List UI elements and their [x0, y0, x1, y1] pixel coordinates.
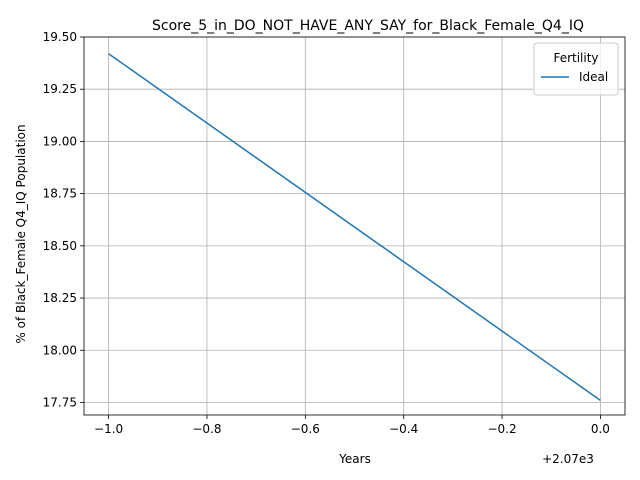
- y-tick-label: 19.25: [43, 82, 77, 96]
- series-line-ideal: [108, 53, 601, 401]
- legend-box: [533, 42, 619, 96]
- y-tick-label: 19.00: [43, 134, 77, 148]
- y-tick-label: 19.50: [43, 30, 77, 44]
- x-axis-offset-label: +2.07e3: [542, 452, 594, 466]
- y-tick-label: 18.50: [43, 239, 77, 253]
- x-tick-label: 0.0: [591, 422, 610, 436]
- y-tick-label: 18.25: [43, 291, 77, 305]
- chart-title: Score_5_in_DO_NOT_HAVE_ANY_SAY_for_Black…: [152, 18, 584, 34]
- x-tick-label: −0.8: [192, 422, 221, 436]
- y-tick-label: 18.00: [43, 343, 77, 357]
- y-tick-label: 17.75: [43, 395, 77, 409]
- plot-area-frame: [83, 36, 626, 416]
- x-axis-label: Years: [338, 452, 371, 466]
- y-axis-label: % of Black_Female Q4_IQ Population: [14, 124, 28, 343]
- series-lines: [108, 53, 601, 401]
- axis-ticks: −1.0 −0.8 −0.6 −0.4 −0.2 0.0 17.75 18.00 18.25 18…: [43, 30, 610, 436]
- x-tick-label: −0.2: [487, 422, 516, 436]
- y-tick-label: 18.75: [43, 187, 77, 201]
- legend-title: Fertility: [553, 51, 598, 65]
- legend: Fertility Ideal: [533, 42, 619, 96]
- x-tick-label: −0.6: [291, 422, 320, 436]
- x-tick-label: −1.0: [94, 422, 123, 436]
- legend-label-ideal: Ideal: [579, 70, 608, 84]
- x-tick-label: −0.4: [389, 422, 418, 436]
